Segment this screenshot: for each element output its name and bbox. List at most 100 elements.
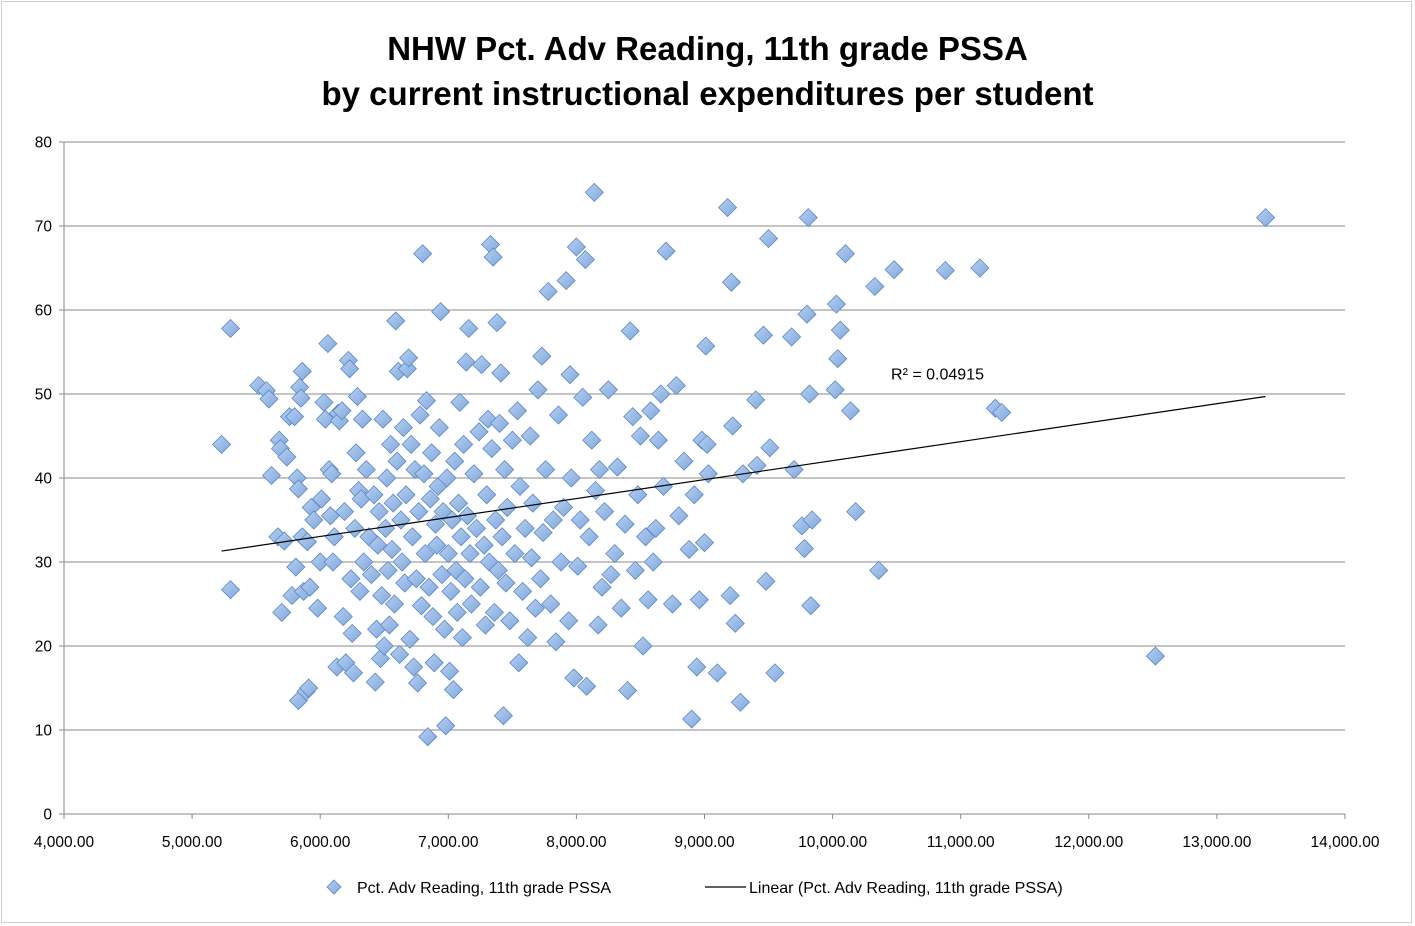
data-point-156 [486,510,506,530]
data-point-39 [322,464,342,484]
data-point-69 [369,502,389,522]
data-point-5 [259,389,279,409]
data-point-126 [442,510,462,530]
data-point-233 [666,376,686,396]
legend: Pct. Adv Reading, 11th grade PSSA Linear … [326,879,1063,897]
x-tick-label-6000: 6,000.00 [290,834,351,851]
data-point-10 [272,602,292,622]
data-point-266 [798,208,818,228]
data-point-165 [497,497,517,517]
data-point-157 [487,313,507,333]
data-point-99 [407,673,428,693]
data-point-231 [656,241,676,261]
x-tick-label-7000: 7,000.00 [418,834,479,851]
data-point-35 [315,409,335,429]
data-point-88 [393,418,414,438]
data-point-163 [495,460,515,480]
data-point-216 [618,680,638,701]
data-point-186 [543,510,563,530]
data-point-123 [438,544,458,564]
x-tick-label-11000: 11,000.00 [927,834,995,851]
data-point-181 [532,346,552,366]
y-tick-label-40: 40 [35,471,53,488]
data-point-82 [386,311,406,331]
data-point-239 [687,657,707,677]
data-points [211,182,1276,747]
y-tick-label-30: 30 [35,555,53,572]
data-point-272 [828,349,848,369]
x-tick-label-8000: 8,000.00 [546,834,607,851]
data-point-137 [456,352,476,372]
data-point-30 [304,510,324,530]
data-point-174 [518,628,538,648]
data-point-78 [381,434,401,454]
data-point-262 [784,460,804,480]
data-point-138 [457,506,478,526]
data-point-229 [651,384,671,404]
data-point-140 [460,544,480,564]
data-point-85 [390,644,410,664]
data-point-41 [324,527,344,547]
data-point-0 [211,434,232,454]
data-point-95 [402,527,422,547]
data-point-40 [323,552,343,572]
data-point-38 [320,506,341,526]
data-point-94 [401,434,421,454]
data-point-237 [682,709,702,729]
data-point-106 [416,391,437,411]
data-point-74 [375,518,396,538]
data-point-87 [392,552,412,572]
data-point-172 [513,581,533,601]
data-point-275 [840,401,861,421]
data-point-201 [577,676,597,696]
data-point-73 [374,636,394,656]
data-point-175 [520,426,540,446]
data-point-56 [347,386,367,407]
data-point-33 [311,489,332,509]
data-point-170 [509,653,529,673]
data-point-143 [466,518,487,538]
data-point-238 [684,485,704,505]
data-point-34 [314,392,334,412]
data-point-169 [507,401,528,421]
data-point-109 [420,489,440,509]
legend-marker-scatter [326,879,342,895]
data-point-134 [452,628,472,648]
data-point-72 [373,409,393,429]
data-point-139 [459,318,479,339]
data-point-141 [461,594,481,614]
data-point-158 [488,560,508,580]
data-point-86 [391,510,411,530]
data-point-117 [431,302,451,322]
data-point-204 [584,182,604,202]
data-point-154 [483,247,503,267]
data-point-188 [548,405,569,425]
y-tick-label-50: 50 [35,387,53,404]
data-point-12 [277,447,297,467]
data-point-92 [399,348,419,368]
data-point-265 [797,304,817,324]
data-point-36 [318,334,338,354]
data-point-16 [286,557,306,577]
data-point-61 [354,552,374,572]
data-point-1 [220,318,241,339]
data-point-19 [288,479,308,499]
data-point-58 [350,581,370,601]
chart-title-line-2: by current instructional expenditures pe… [321,75,1094,112]
data-point-215 [615,514,635,534]
x-tick-label-12000: 12,000.00 [1054,834,1123,851]
data-point-93 [400,629,420,649]
x-tick-label-10000: 10,000.00 [798,834,867,851]
data-point-176 [521,548,542,568]
x-tick-label-14000: 14,000.00 [1311,834,1380,851]
data-point-184 [538,281,558,302]
data-point-53 [343,663,364,683]
data-point-52 [342,623,362,643]
data-point-246 [707,663,727,683]
data-point-277 [865,276,885,297]
data-point-102 [411,596,431,616]
data-point-283 [992,402,1012,423]
data-point-178 [525,598,545,618]
data-point-278 [869,560,889,580]
